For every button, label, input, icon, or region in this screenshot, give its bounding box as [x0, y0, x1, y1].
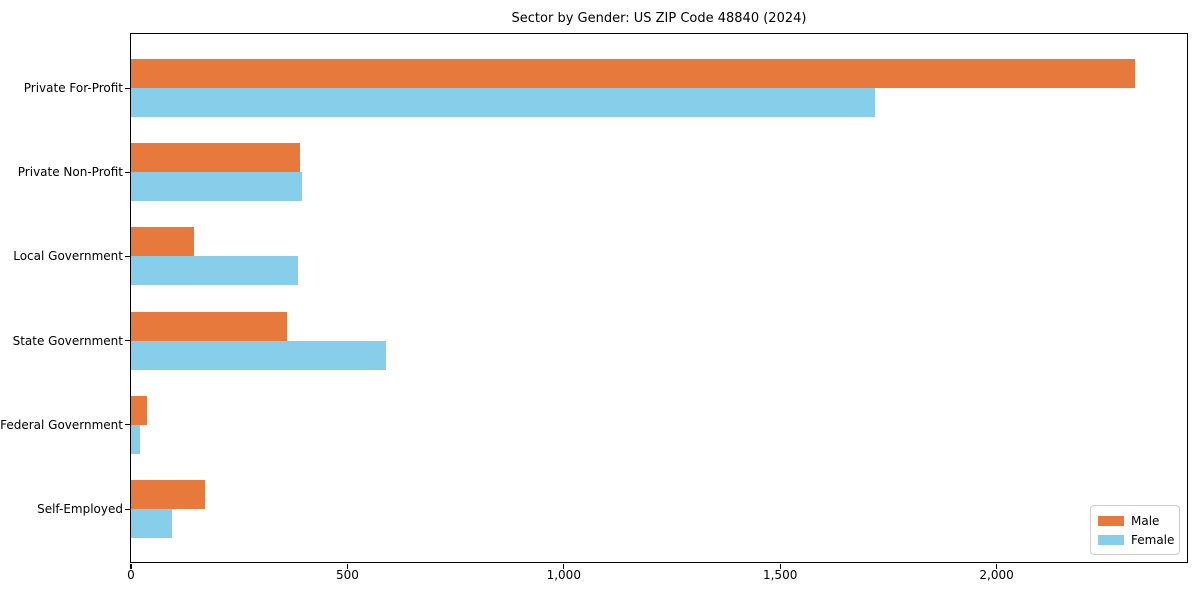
bar-female-state-government: [131, 340, 387, 370]
bar-female-local-government: [131, 256, 298, 286]
x-tick-label-1-500: 1,500: [762, 568, 798, 582]
y-tick-label-state-government: State Government: [12, 333, 123, 348]
x-tick-mark: [563, 563, 565, 569]
bar-male-federal-government: [131, 395, 147, 425]
x-tick-label-2-000: 2,000: [979, 568, 1014, 582]
y-tick-label-private-non-profit: Private Non-Profit: [17, 165, 123, 180]
y-tick-mark: [124, 508, 130, 510]
legend-item-male: Male: [1098, 511, 1172, 530]
x-tick-label-0: 0: [127, 568, 135, 582]
female-color-swatch: [1098, 534, 1124, 545]
bar-male-private-for-profit: [131, 59, 1136, 88]
legend: Male Female: [1090, 505, 1180, 555]
bar-female-self-employed: [131, 509, 172, 538]
y-tick-mark: [124, 340, 130, 342]
bar-male-state-government: [131, 311, 287, 341]
x-tick-mark: [130, 563, 132, 569]
bar-female-federal-government: [131, 424, 141, 454]
y-tick-mark: [124, 87, 130, 89]
legend-label-female: Female: [1131, 532, 1175, 547]
x-tick-mark: [995, 563, 998, 569]
x-tick-mark: [346, 563, 348, 569]
bar-female-private-non-profit: [131, 172, 302, 202]
y-tick-label-federal-government: Federal Government: [0, 417, 123, 432]
plot-area: [130, 33, 1188, 563]
bar-male-self-employed: [131, 480, 205, 509]
y-tick-label-local-government: Local Government: [13, 249, 123, 264]
y-tick-mark: [124, 171, 130, 173]
legend-label-male: Male: [1131, 513, 1160, 528]
bar-female-private-for-profit: [131, 88, 876, 117]
male-color-swatch: [1098, 515, 1124, 526]
y-tick-label-self-employed: Self-Employed: [37, 502, 123, 516]
chart-title: Sector by Gender: US ZIP Code 48840 (202…: [511, 11, 807, 26]
x-tick-label-500: 500: [335, 568, 359, 582]
x-tick-label-1-000: 1,000: [546, 568, 581, 582]
legend-item-female: Female: [1098, 530, 1175, 549]
x-tick-mark: [779, 563, 781, 569]
bar-male-local-government: [131, 227, 194, 257]
bar-male-private-non-profit: [131, 143, 300, 173]
y-tick-label-private-for-profit: Private For-Profit: [23, 81, 123, 95]
y-tick-mark: [124, 424, 130, 426]
y-tick-mark: [124, 255, 130, 258]
